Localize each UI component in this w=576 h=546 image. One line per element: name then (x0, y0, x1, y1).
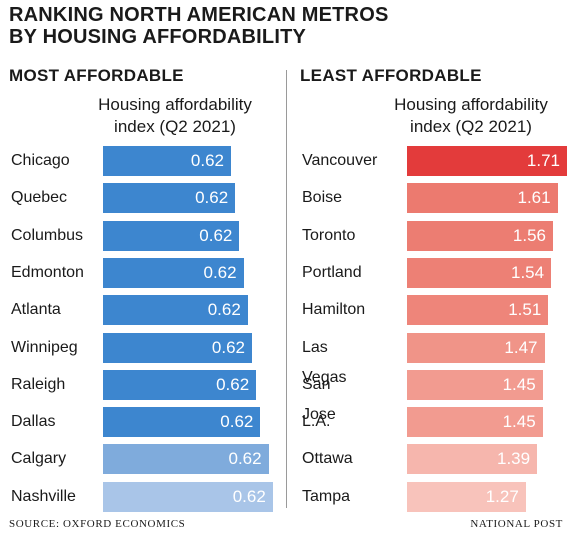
least-category-label: Hamilton (302, 301, 366, 319)
publisher-credit: NATIONAL POST (470, 518, 563, 530)
least-bar (407, 257, 552, 288)
most-bar (103, 146, 231, 176)
most-bar-value-label: 0.62 (220, 412, 254, 432)
least-bar (407, 220, 553, 251)
least-bar (407, 146, 567, 176)
least-bar-value-label: 1.56 (512, 225, 546, 245)
least-affordable-header-line-2: index (Q2 2021) (410, 117, 532, 136)
most-category-label: Dallas (11, 413, 56, 431)
chart-title: RANKING NORTH AMERICAN METROS BY HOUSING… (9, 4, 569, 48)
most-bar-value-label: 0.62 (216, 374, 250, 394)
most-bar-value-label: 0.62 (211, 337, 245, 357)
most-affordable-header-line-1: Housing affordability (98, 95, 252, 114)
least-bar-value-label: 1.27 (485, 486, 519, 506)
least-bar-value-label: 1.45 (502, 412, 536, 432)
most-bar-value-label: 0.62 (190, 151, 224, 170)
least-affordable-header-line-1: Housing affordability (394, 95, 548, 114)
least-category-label: Toronto (302, 226, 356, 244)
most-bar (103, 444, 269, 475)
most-bar (103, 257, 244, 288)
least-category-label: Las Vegas (302, 338, 347, 386)
least-bar (407, 295, 549, 326)
least-category-label: Boise (302, 189, 343, 207)
most-affordable-section-title: MOST AFFORDABLE (9, 66, 184, 85)
source-note: SOURCE: OXFORD ECONOMICS (9, 518, 186, 530)
most-category-label: Quebec (11, 189, 68, 207)
least-bar-value-label: 1.54 (511, 262, 545, 282)
chart-title-line-2: BY HOUSING AFFORDABILITY (9, 26, 307, 48)
least-category-label: Portland (302, 263, 362, 281)
most-category-label: Nashville (11, 487, 76, 505)
most-bar-value-label: 0.62 (228, 449, 262, 469)
most-bar (103, 481, 273, 512)
most-bar-value-label: 0.62 (232, 486, 266, 506)
most-category-label: Edmonton (11, 263, 84, 281)
most-category-label: Atlanta (11, 301, 61, 319)
least-bar-value-label: 1.71 (526, 151, 560, 170)
least-category-label: Tampa (302, 487, 351, 505)
least-category-label: Vancouver (302, 152, 378, 169)
most-bar (103, 407, 261, 438)
least-bar (407, 481, 526, 512)
least-category-label: Ottawa (302, 450, 353, 468)
most-category-label: Raleigh (11, 375, 66, 393)
most-category-label: Calgary (11, 450, 67, 468)
most-bar-value-label: 0.62 (203, 262, 237, 282)
least-bar-value-label: 1.39 (497, 449, 531, 469)
most-bar-value-label: 0.62 (199, 225, 233, 245)
least-affordable-column-header: Housing affordability index (Q2 2021) (376, 94, 566, 138)
panel-divider (286, 70, 287, 508)
least-bar-value-label: 1.51 (508, 300, 542, 320)
most-category-label: Columbus (11, 226, 84, 244)
least-bar (407, 444, 538, 475)
most-bar-value-label: 0.62 (195, 188, 229, 208)
most-bar (103, 332, 252, 363)
least-bar-value-label: 1.61 (517, 188, 551, 208)
most-bar-value-label: 0.62 (207, 300, 241, 320)
least-bar-value-label: 1.47 (504, 337, 538, 357)
most-affordable-column-header: Housing affordability index (Q2 2021) (80, 94, 270, 138)
most-bar (103, 183, 236, 214)
most-bar (103, 220, 240, 251)
least-affordable-section-title: LEAST AFFORDABLE (300, 66, 482, 85)
most-bar (103, 369, 257, 400)
least-bar (407, 369, 543, 400)
most-category-label: Chicago (11, 152, 70, 169)
least-bar-value-label: 1.45 (502, 374, 536, 394)
least-bar (407, 183, 558, 214)
least-category-label: San Jose (302, 375, 336, 423)
least-bar (407, 407, 543, 438)
least-category-label: L.A. (302, 413, 331, 431)
chart-title-line-1: RANKING NORTH AMERICAN METROS (9, 4, 389, 26)
most-affordable-header-line-2: index (Q2 2021) (114, 117, 236, 136)
most-category-label: Winnipeg (11, 338, 78, 356)
least-bar (407, 332, 545, 363)
most-bar (103, 295, 248, 326)
